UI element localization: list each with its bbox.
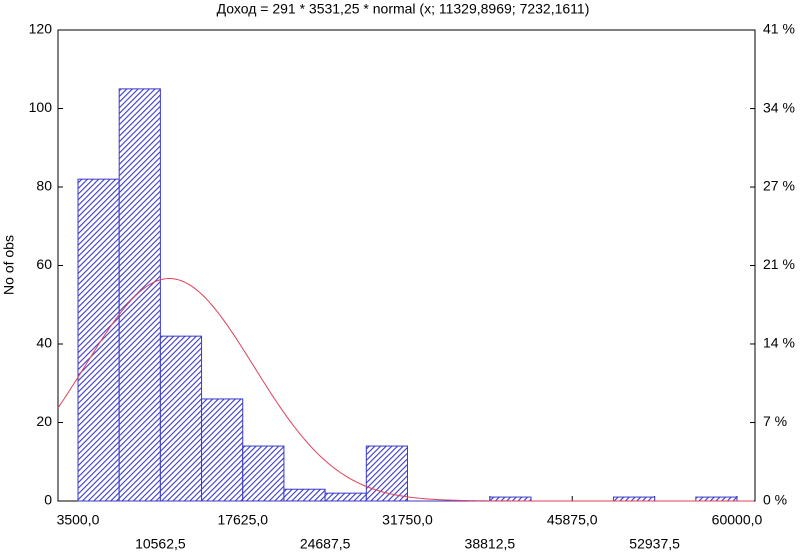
y2-tick-label: 7 %: [763, 413, 787, 429]
y2-tick-label: 21 %: [763, 256, 795, 272]
x-tick-label: 31750,0: [382, 512, 433, 528]
bar: [695, 496, 738, 502]
y-tick-label: 60: [36, 256, 52, 272]
x-tick-label: 3500,0: [57, 512, 100, 528]
y-axis-label: No of obs: [1, 235, 17, 295]
bar: [201, 398, 244, 502]
y-tick-label: 80: [36, 178, 52, 194]
x-tick-label: 17625,0: [217, 512, 268, 528]
bar: [242, 445, 285, 502]
y-tick-label: 0: [44, 492, 52, 508]
bar: [159, 335, 203, 502]
x-tick-label: 60000,0: [712, 512, 763, 528]
x-tick-label: 52937,5: [629, 536, 680, 552]
y2-tick-label: 0 %: [763, 492, 787, 508]
y-tick-label: 20: [36, 413, 52, 429]
x-tick-label: 45875,0: [547, 512, 598, 528]
y-tick-label: 100: [29, 99, 53, 115]
fit-curve: [57, 278, 754, 502]
x-tick-label: 38812,5: [465, 536, 516, 552]
bar: [612, 496, 656, 502]
y2-tick-label: 27 %: [763, 178, 795, 194]
y-tick-label: 120: [29, 21, 53, 37]
bar: [118, 88, 161, 502]
bar: [365, 445, 408, 502]
bar: [283, 488, 326, 502]
y-tick-label: 40: [36, 335, 52, 351]
y2-tick-label: 34 %: [763, 99, 795, 115]
y2-tick-label: 41 %: [763, 21, 795, 37]
chart-title: Доход = 291 * 3531,25 * normal (x; 11329…: [217, 1, 590, 17]
bar: [77, 178, 120, 502]
bar: [324, 492, 367, 502]
x-tick-label: 10562,5: [135, 536, 186, 552]
x-tick-label: 24687,5: [300, 536, 351, 552]
y2-tick-label: 14 %: [763, 335, 795, 351]
